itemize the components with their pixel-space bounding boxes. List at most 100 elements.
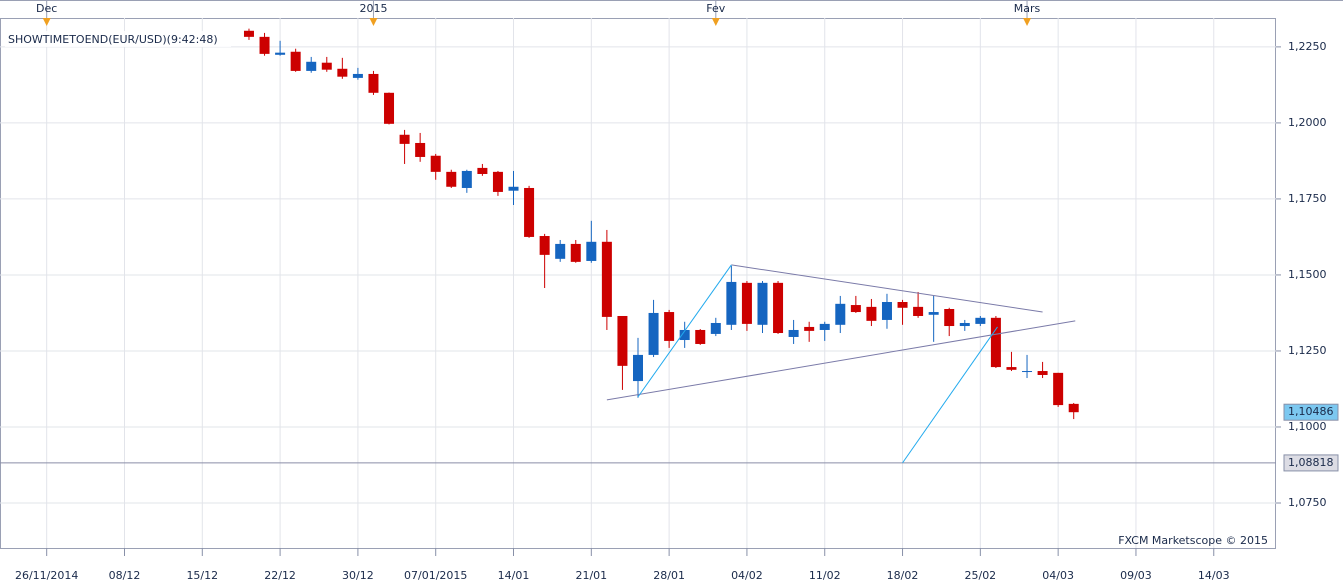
candle-body	[570, 243, 581, 262]
candle-body	[524, 187, 535, 237]
candle-body	[757, 282, 768, 325]
x-tick-label: 04/02	[731, 569, 763, 582]
trendline	[637, 264, 732, 398]
x-tick-label: 11/02	[809, 569, 841, 582]
label-backdrop	[5, 31, 231, 47]
trendlines	[606, 264, 1076, 464]
candle-body	[384, 92, 395, 124]
candle-body	[679, 329, 690, 341]
candle-body	[243, 30, 254, 37]
x-tick-label: 28/01	[653, 569, 685, 582]
trendline	[731, 264, 1043, 313]
price-label: 1,10486	[1288, 405, 1334, 418]
candle-body	[633, 354, 643, 382]
candle-body	[881, 302, 892, 320]
candle-body	[586, 241, 597, 261]
y-tick-label: 1,2250	[1288, 40, 1327, 53]
candle-body	[913, 306, 924, 316]
candle-body	[275, 52, 286, 55]
candle-body	[1022, 371, 1033, 373]
candle-body	[959, 322, 970, 327]
period-marker	[369, 18, 378, 26]
candle-body	[492, 171, 503, 192]
candle-body	[975, 317, 986, 324]
candle-body	[648, 312, 659, 355]
y-tick-label: 1,0750	[1288, 496, 1327, 509]
plot-area	[0, 18, 1276, 549]
candle-body	[741, 282, 752, 324]
candle-body	[306, 61, 317, 71]
period-marker	[711, 18, 720, 26]
candle-body	[850, 305, 861, 313]
candle-body	[897, 302, 908, 308]
candle-body	[726, 281, 737, 325]
price-box	[1283, 454, 1339, 472]
candle-body	[430, 155, 441, 172]
indicator-label: SHOWTIMETOEND(EUR/USD)(9:42:48)	[8, 33, 218, 46]
price-box	[1283, 403, 1339, 421]
x-tick-label: 14/03	[1198, 569, 1230, 582]
x-tick-label: 22/12	[264, 569, 296, 582]
candle-body	[321, 62, 332, 70]
x-tick-label: 14/01	[498, 569, 530, 582]
trendline	[902, 326, 998, 464]
x-tick-label: 25/02	[964, 569, 996, 582]
period-label: 2015	[359, 2, 387, 15]
price-label: 1,08818	[1288, 456, 1334, 469]
candle-body	[290, 51, 301, 71]
candle-body	[415, 142, 426, 157]
x-tick-label: 08/12	[109, 569, 141, 582]
candle-body	[710, 322, 721, 334]
candle-body	[1006, 367, 1017, 370]
period-marker	[1023, 18, 1032, 26]
period-marker	[42, 18, 51, 26]
candle-body	[617, 315, 628, 366]
candle-body	[368, 73, 379, 93]
candle-body	[555, 243, 566, 259]
candle-body	[866, 306, 877, 321]
y-tick-label: 1,1500	[1288, 268, 1327, 281]
period-label: Mars	[1014, 2, 1041, 15]
candle-body	[804, 326, 815, 331]
candle-body	[944, 308, 955, 327]
candle-body	[352, 73, 363, 78]
x-tick-label: 18/02	[887, 569, 919, 582]
candle-body	[835, 303, 846, 325]
x-tick-label: 21/01	[575, 569, 607, 582]
candle-body	[788, 329, 799, 337]
candle-body	[508, 186, 519, 191]
x-tick-label: 30/12	[342, 569, 374, 582]
x-tick-label: 26/11/2014	[15, 569, 78, 582]
candle-body	[1068, 403, 1079, 413]
trendline	[606, 320, 1076, 401]
period-label: Dec	[36, 2, 57, 15]
candle-body	[695, 329, 706, 344]
period-label: Fev	[706, 2, 725, 15]
x-tick-label: 04/03	[1042, 569, 1074, 582]
candle-body	[601, 241, 612, 317]
candle-body	[539, 236, 550, 255]
axes: 1,0750 1,1000 1,1250 1,1500 1,1750 1,2000 1,22…	[15, 0, 1339, 582]
candle-body	[1037, 371, 1048, 375]
candle-body	[773, 282, 784, 334]
candle-body	[928, 312, 939, 315]
candle-body	[819, 323, 830, 330]
y-tick-label: 1,1750	[1288, 192, 1327, 205]
x-tick-label: 09/03	[1120, 569, 1152, 582]
y-tick-label: 1,1250	[1288, 344, 1327, 357]
x-tick-label: 15/12	[186, 569, 218, 582]
candles	[243, 28, 1079, 420]
candle-body	[664, 312, 675, 341]
candle-body	[259, 36, 270, 54]
y-tick-label: 1,2000	[1288, 116, 1327, 129]
x-tick-label: 07/01/2015	[404, 569, 467, 582]
y-tick-label: 1,1000	[1288, 420, 1327, 433]
credit: FXCM Marketscope © 2015	[1118, 534, 1268, 547]
candle-body	[337, 68, 348, 77]
candle-body	[461, 170, 472, 188]
candle-body	[477, 167, 488, 174]
candle-body	[446, 171, 457, 187]
candle-body	[399, 134, 410, 144]
candle-body	[990, 317, 1001, 368]
